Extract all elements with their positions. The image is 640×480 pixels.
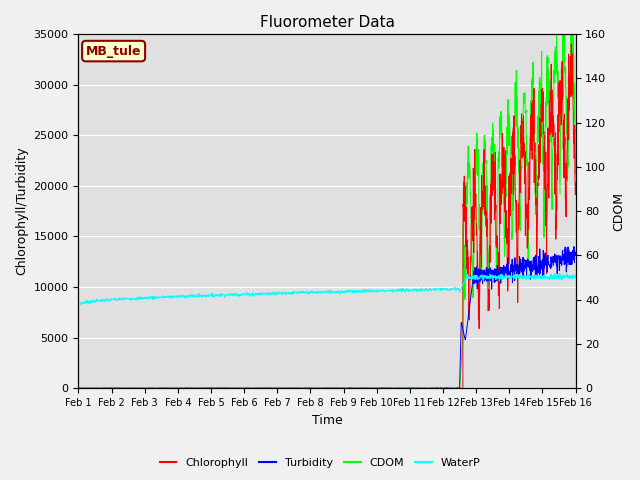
Y-axis label: Chlorophyll/Turbidity: Chlorophyll/Turbidity bbox=[15, 147, 28, 276]
Y-axis label: CDOM: CDOM bbox=[612, 192, 625, 230]
Text: MB_tule: MB_tule bbox=[86, 45, 141, 58]
Legend: Chlorophyll, Turbidity, CDOM, WaterP: Chlorophyll, Turbidity, CDOM, WaterP bbox=[155, 453, 485, 472]
Title: Fluorometer Data: Fluorometer Data bbox=[259, 15, 394, 30]
X-axis label: Time: Time bbox=[312, 414, 342, 427]
